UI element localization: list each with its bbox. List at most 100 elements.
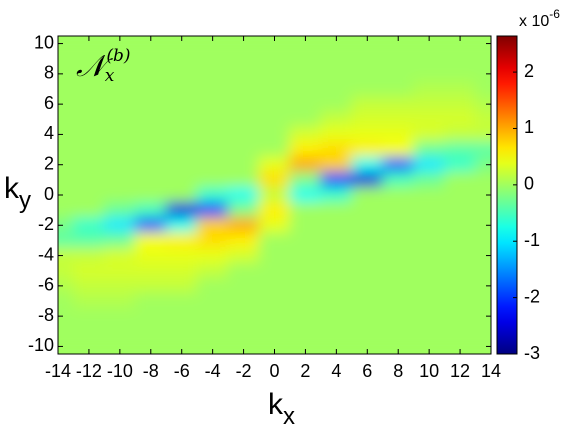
heatmap-cell xyxy=(58,50,74,67)
heatmap-cell xyxy=(320,96,353,113)
heatmap-cell xyxy=(58,217,74,234)
heatmap-cell xyxy=(134,217,167,234)
heatmap-cell xyxy=(58,141,74,158)
heatmap-cell xyxy=(134,80,167,98)
heatmap-cell xyxy=(227,80,260,98)
heatmap-cell xyxy=(72,156,105,173)
heatmap-cell xyxy=(289,156,322,173)
heatmap-cell xyxy=(134,202,167,219)
heatmap-cell xyxy=(134,50,167,67)
heatmap-cell xyxy=(227,292,260,310)
heatmap-cell xyxy=(382,217,415,234)
colorbar xyxy=(496,35,518,355)
heatmap-cell xyxy=(444,277,477,294)
heatmap-cell xyxy=(58,277,74,294)
heatmap-cell xyxy=(413,292,446,310)
heatmap-cell xyxy=(165,232,198,249)
heatmap-cell xyxy=(413,65,446,82)
x-tick-label: -2 xyxy=(236,361,252,381)
heatmap-cell xyxy=(165,141,198,158)
heatmap-cell xyxy=(320,262,353,279)
heatmap-cell xyxy=(413,171,446,188)
heatmap-cell xyxy=(58,171,74,188)
heatmap-cell xyxy=(413,277,446,294)
heatmap-cell xyxy=(382,247,415,264)
heatmap-cell xyxy=(103,308,136,325)
heatmap-cell xyxy=(413,308,446,325)
heatmap-cell xyxy=(351,80,384,98)
heatmap-cell xyxy=(289,232,322,249)
heatmap-cell xyxy=(165,36,198,52)
heatmap-cell xyxy=(258,277,291,294)
heatmap-cell xyxy=(289,292,322,310)
heatmap-cell xyxy=(413,262,446,279)
heatmap-cell xyxy=(103,96,136,113)
heatmap-cell xyxy=(196,202,229,219)
heatmap-cell xyxy=(351,96,384,113)
heatmap-cell xyxy=(475,247,491,264)
colorbar-tick-label: 1 xyxy=(524,117,534,137)
heatmap-cell xyxy=(165,65,198,82)
heatmap-cell xyxy=(72,50,105,67)
x-tick-label: -14 xyxy=(45,361,71,381)
heatmap-cell xyxy=(72,141,105,158)
heatmap-cell xyxy=(413,247,446,264)
heatmap-cell xyxy=(72,247,105,264)
heatmap-cell xyxy=(165,50,198,67)
heatmap-cell xyxy=(196,186,229,204)
y-tick-label: -10 xyxy=(28,335,54,355)
heatmap-cell xyxy=(475,232,491,249)
heatmap-cell xyxy=(289,36,322,52)
heatmap-cell xyxy=(134,292,167,310)
heatmap-cell xyxy=(134,141,167,158)
heatmap-cell xyxy=(444,308,477,325)
heatmap-cell xyxy=(382,126,415,143)
heatmap-cell xyxy=(134,156,167,173)
heatmap-cell xyxy=(165,126,198,143)
heatmap-cell xyxy=(444,171,477,188)
heatmap-cell xyxy=(58,308,74,325)
heatmap-cell xyxy=(258,186,291,204)
heatmap-cell xyxy=(227,156,260,173)
heatmap-cell xyxy=(103,80,136,98)
heatmap-cell xyxy=(413,323,446,340)
heatmap-cell xyxy=(227,202,260,219)
heatmap-cell xyxy=(258,338,291,354)
heatmap-cell xyxy=(196,262,229,279)
heatmap-cell xyxy=(475,292,491,310)
heatmap-cell xyxy=(134,186,167,204)
heatmap-cell xyxy=(289,50,322,67)
heatmap-cell xyxy=(134,323,167,340)
heatmap-cell xyxy=(103,232,136,249)
heatmap-cell xyxy=(58,247,74,264)
heatmap-cell xyxy=(351,277,384,294)
heatmap-cell xyxy=(289,126,322,143)
heatmap-cell xyxy=(58,338,74,354)
heatmap-cell xyxy=(165,80,198,98)
heatmap-cell xyxy=(227,126,260,143)
heatmap-cell xyxy=(196,292,229,310)
heatmap-cell xyxy=(258,308,291,325)
heatmap-cell xyxy=(227,323,260,340)
heatmap-cell xyxy=(351,202,384,219)
heatmap-cell xyxy=(72,80,105,98)
heatmap-cell xyxy=(72,292,105,310)
heatmap-cell xyxy=(351,50,384,67)
y-tick-label: -6 xyxy=(38,275,54,295)
heatmap-cell xyxy=(258,247,291,264)
x-tick-label: 0 xyxy=(269,361,279,381)
heatmap-cell xyxy=(382,262,415,279)
heatmap-cell xyxy=(165,156,198,173)
heatmap-cell xyxy=(258,232,291,249)
heatmap-cell xyxy=(289,338,322,354)
y-tick-label: -2 xyxy=(38,214,54,234)
heatmap-cell xyxy=(165,171,198,188)
heatmap-cell xyxy=(196,338,229,354)
y-tick-label: 6 xyxy=(44,93,54,113)
heatmap-cell xyxy=(320,126,353,143)
heatmap-cell xyxy=(413,232,446,249)
heatmap-cell xyxy=(103,323,136,340)
heatmap-cell xyxy=(413,126,446,143)
heatmap-cell xyxy=(72,323,105,340)
heatmap-cell xyxy=(413,217,446,234)
